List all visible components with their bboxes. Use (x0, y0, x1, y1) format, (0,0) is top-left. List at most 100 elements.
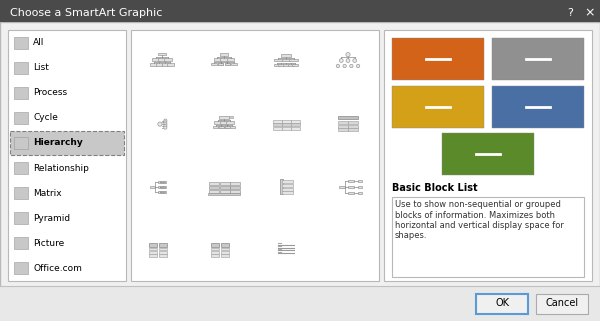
Circle shape (346, 53, 350, 57)
Bar (232, 63, 237, 65)
Bar (220, 58, 227, 61)
Text: Use to show non-sequential or grouped
blocks of information. Maximizes both
hori: Use to show non-sequential or grouped bl… (395, 200, 564, 240)
Bar (220, 116, 229, 119)
Bar (158, 243, 167, 247)
Bar (392, 86, 484, 128)
Bar (226, 121, 233, 124)
Bar (274, 123, 282, 126)
Text: Picture: Picture (33, 239, 64, 248)
Bar (209, 186, 219, 189)
Bar (225, 126, 230, 128)
Bar (211, 251, 219, 254)
Bar (160, 186, 166, 188)
Bar (158, 255, 167, 257)
Bar (14, 263, 28, 274)
Circle shape (164, 121, 167, 124)
Circle shape (164, 124, 167, 127)
Text: Matrix: Matrix (33, 189, 62, 198)
Bar (338, 125, 347, 128)
Bar (158, 251, 167, 254)
Bar (292, 64, 298, 66)
Bar (224, 126, 229, 128)
Bar (220, 121, 227, 124)
Bar (14, 62, 28, 74)
Bar (150, 64, 157, 66)
Text: All: All (33, 38, 44, 47)
Bar (358, 180, 362, 182)
Bar (230, 186, 241, 189)
Bar (218, 126, 223, 128)
Circle shape (164, 123, 167, 126)
Bar (289, 59, 298, 61)
Circle shape (356, 64, 360, 68)
Bar (442, 133, 534, 175)
Bar (131, 30, 379, 281)
Bar (384, 30, 592, 281)
Bar (221, 243, 229, 247)
Bar (220, 190, 230, 193)
Bar (14, 37, 28, 48)
Bar (229, 117, 233, 118)
Bar (149, 247, 157, 250)
Bar (230, 126, 235, 128)
Bar (230, 190, 241, 193)
Text: List: List (33, 63, 49, 72)
Bar (214, 121, 222, 124)
Bar (14, 137, 28, 149)
Bar (225, 63, 230, 65)
Bar (358, 192, 362, 194)
Bar (282, 59, 290, 61)
Bar (219, 126, 224, 128)
Text: ?: ? (567, 8, 573, 18)
Text: Relationship: Relationship (33, 164, 89, 173)
Circle shape (164, 126, 167, 129)
Bar (213, 126, 218, 128)
Circle shape (336, 64, 340, 68)
Text: Process: Process (33, 88, 67, 97)
Bar (0, 0, 600, 22)
Bar (164, 58, 172, 61)
Bar (214, 58, 221, 61)
Bar (220, 53, 228, 56)
Bar (150, 186, 155, 188)
Bar (218, 63, 223, 65)
Bar (158, 181, 164, 183)
Bar (392, 38, 484, 80)
Bar (221, 247, 229, 250)
Circle shape (158, 122, 162, 126)
Bar (211, 247, 219, 250)
Bar (282, 188, 293, 191)
Bar (14, 212, 28, 224)
Bar (211, 255, 219, 257)
Bar (230, 182, 241, 186)
Bar (211, 63, 217, 65)
Bar (492, 86, 584, 128)
Bar (220, 186, 230, 189)
Bar (476, 293, 528, 314)
Bar (292, 120, 300, 123)
Text: Cancel: Cancel (545, 299, 578, 308)
Bar (167, 64, 174, 66)
Bar (287, 64, 293, 66)
Bar (348, 186, 354, 188)
Bar (14, 87, 28, 99)
Bar (161, 64, 168, 66)
Bar (8, 30, 126, 281)
Text: Hierarchy: Hierarchy (33, 138, 83, 147)
Bar (211, 243, 219, 247)
Text: Pyramid: Pyramid (33, 214, 70, 223)
Bar (209, 182, 219, 186)
Bar (392, 197, 584, 277)
Text: Choose a SmartArt Graphic: Choose a SmartArt Graphic (10, 8, 163, 18)
Circle shape (164, 119, 167, 122)
Bar (218, 63, 223, 65)
Bar (281, 54, 291, 57)
Bar (358, 186, 362, 188)
Bar (292, 123, 300, 126)
Bar (348, 180, 354, 182)
Bar (149, 251, 157, 254)
Bar (14, 112, 28, 124)
Circle shape (343, 64, 346, 68)
Bar (220, 182, 230, 186)
Bar (282, 192, 293, 195)
